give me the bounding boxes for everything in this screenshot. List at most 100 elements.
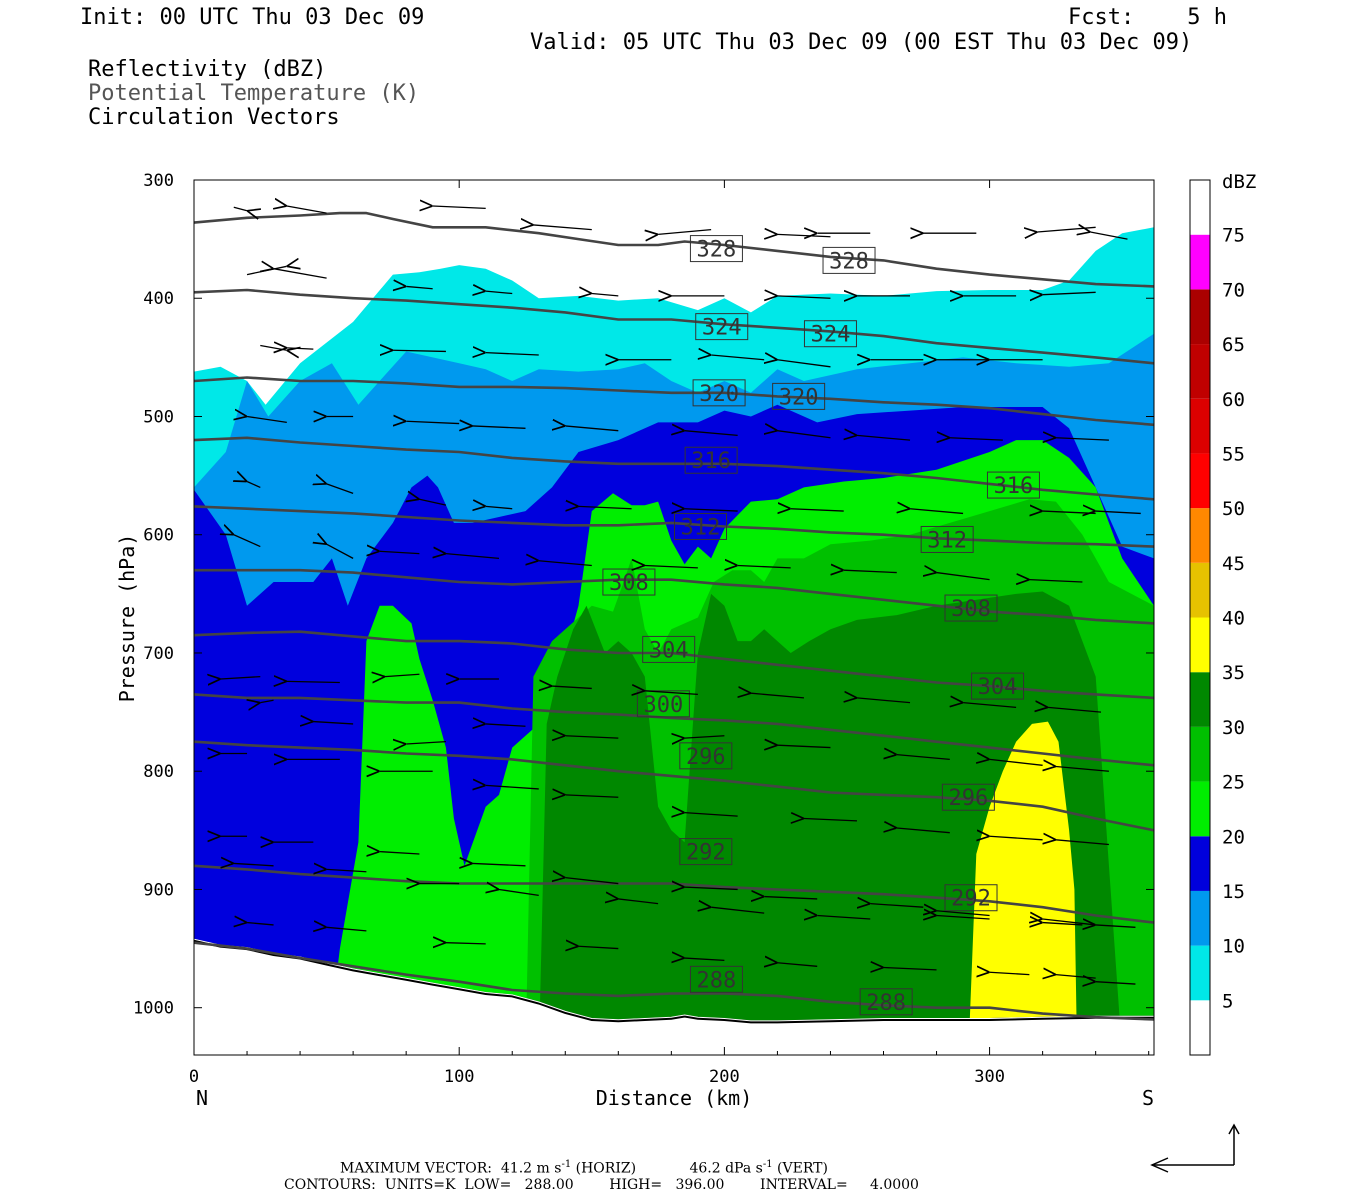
circulation-vector — [1096, 982, 1136, 984]
y-tick-label: 600 — [143, 526, 174, 546]
colorbar-bin — [1190, 562, 1210, 618]
theta-contour-312 — [194, 505, 1154, 548]
colorbar-label: 45 — [1222, 553, 1245, 575]
circulation-vector — [406, 421, 460, 423]
circulation-vector — [486, 353, 539, 355]
circulation-vector — [685, 509, 738, 511]
contour-label-box — [602, 568, 656, 596]
colorbar-label: 20 — [1222, 826, 1245, 848]
circulation-vector — [446, 943, 486, 944]
contour-label-text: 304 — [649, 638, 689, 663]
y-tick-label: 900 — [143, 880, 174, 900]
theta-contour-304 — [194, 630, 1154, 700]
theta-contour-320 — [194, 376, 1154, 427]
circulation-vector — [234, 863, 274, 865]
plot-frame — [193, 179, 1155, 1056]
legend-potential-temperature: Potential Temperature (K) — [88, 81, 420, 106]
contour-label-text: 308 — [951, 597, 991, 622]
colorbar-label: 65 — [1222, 334, 1245, 356]
contour-label-box — [642, 635, 696, 663]
contour-label-box — [941, 783, 995, 811]
colorbar-label: 35 — [1222, 662, 1245, 684]
colorbar-bin — [1190, 180, 1210, 235]
circulation-vector — [777, 360, 831, 368]
legend-circulation-vectors: Circulation Vectors — [88, 105, 340, 130]
theta-contour-296 — [194, 740, 1154, 832]
contour-label-box — [944, 594, 998, 622]
circulation-vector — [990, 836, 1043, 840]
colorbar-title: dBZ — [1222, 171, 1256, 193]
colorbar-label: 60 — [1222, 389, 1245, 411]
circulation-vector — [804, 819, 858, 821]
colorbar-bin — [1190, 672, 1210, 727]
contour-label-328: 328 — [822, 246, 876, 274]
x-tick-label: 200 — [709, 1067, 740, 1087]
x-tick-label: 0 — [189, 1067, 199, 1087]
circulation-vector — [233, 206, 247, 211]
colorbar-bin — [1190, 508, 1210, 563]
theta-contour-316 — [194, 436, 1154, 501]
circulation-vector — [1056, 766, 1109, 772]
circulation-vector — [711, 907, 765, 914]
circulation-vector — [990, 972, 1030, 974]
circulation-vector — [950, 438, 1003, 440]
colorbar-label: 15 — [1222, 881, 1245, 903]
colorbar-bin — [1190, 344, 1210, 399]
circulation-vector — [1043, 923, 1083, 925]
theta-contour-308 — [194, 568, 1154, 625]
contour-label-text: 296 — [948, 786, 988, 811]
contour-label-288: 288 — [859, 988, 913, 1016]
circulation-vector — [406, 286, 433, 288]
legend-reflectivity: Reflectivity (dBZ) — [88, 57, 327, 82]
circulation-vector — [685, 431, 738, 437]
contour-label-304: 304 — [642, 635, 696, 663]
circulation-vector — [777, 745, 831, 747]
circulation-vector — [592, 294, 619, 296]
colorbar-bin — [1190, 890, 1210, 946]
circulation-vector — [1096, 925, 1136, 927]
circulation-vector — [1056, 840, 1109, 846]
circulation-vector — [565, 878, 619, 885]
colorbar-bin — [1190, 1000, 1210, 1055]
max-vector-info: MAXIMUM VECTOR: 41.2 m s-1 (HORIZ) 46.2 … — [340, 1159, 828, 1177]
colorbar-bin — [1190, 453, 1210, 509]
contour-label-box — [822, 246, 876, 274]
circulation-vector — [446, 554, 500, 560]
contour-label-box — [689, 235, 743, 263]
x-tick-label: 300 — [974, 1067, 1005, 1087]
contour-label-312: 312 — [674, 512, 728, 540]
colorbar-bin — [1190, 617, 1210, 673]
circulation-vector — [618, 899, 659, 905]
colorbar-bin — [1190, 726, 1210, 782]
contour-label-text: 316 — [691, 449, 731, 474]
contour-label-box — [695, 313, 749, 341]
circulation-vector — [393, 350, 446, 351]
contour-label-316: 316 — [684, 446, 738, 474]
circulation-vector — [486, 724, 526, 726]
circulation-vector — [274, 269, 327, 279]
contour-label-308: 308 — [944, 594, 998, 622]
circulation-vector — [234, 535, 261, 548]
colorbar-bin — [1190, 781, 1210, 837]
y-tick-label: 1000 — [133, 999, 174, 1019]
circulation-vector — [552, 686, 592, 688]
contour-label-296: 296 — [941, 783, 995, 811]
contour-label-text: 288 — [697, 968, 737, 993]
circulation-vector — [963, 703, 1017, 709]
y-tick-label: 500 — [143, 407, 174, 427]
circulation-vector — [645, 565, 698, 567]
contour-label-316: 316 — [986, 471, 1040, 499]
circulation-vector — [313, 722, 354, 724]
contour-label-320: 320 — [692, 379, 746, 407]
contour-label-text: 324 — [811, 323, 851, 348]
contour-label-box — [803, 320, 857, 348]
circulation-vector — [777, 234, 831, 236]
circulation-vector — [685, 958, 725, 960]
contour-label-box — [772, 382, 826, 410]
circulation-vector — [685, 813, 738, 817]
circulation-vector — [937, 911, 990, 917]
y-tick-label: 800 — [143, 762, 174, 782]
circulation-vector — [870, 904, 924, 908]
circulation-vector — [327, 869, 367, 871]
